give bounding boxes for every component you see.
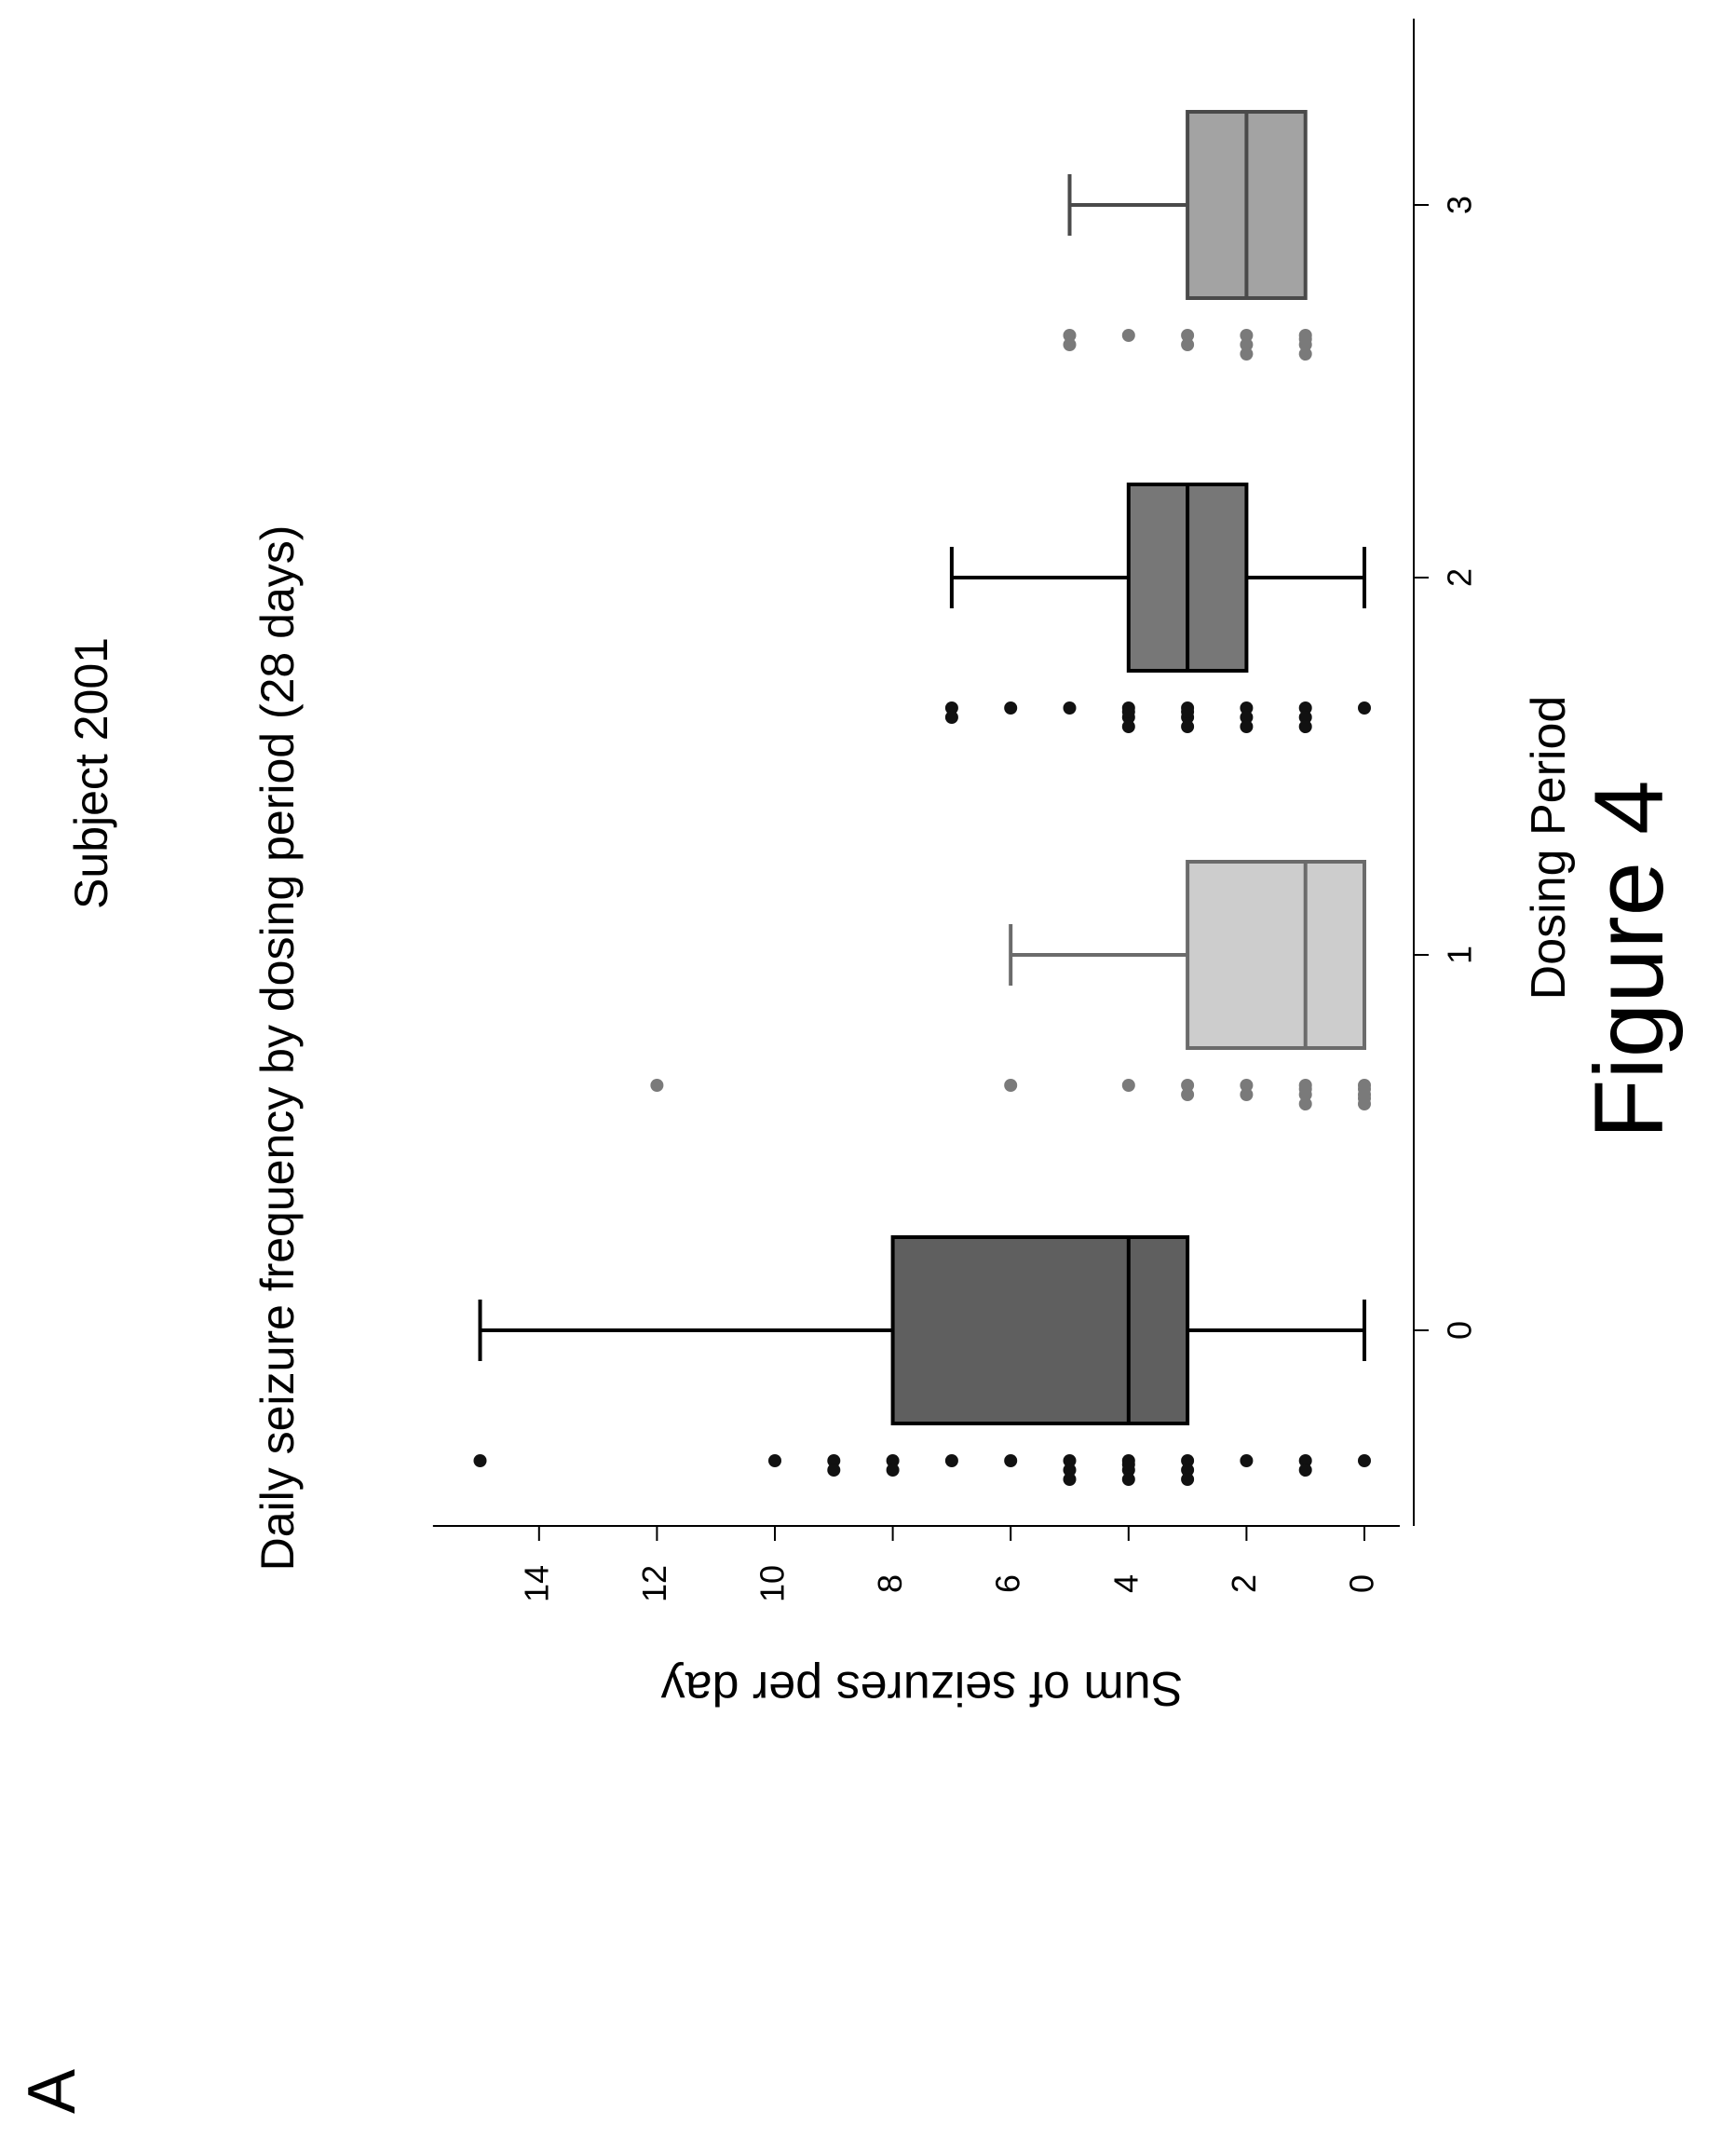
data-point <box>1063 338 1077 351</box>
data-point <box>650 1079 664 1092</box>
data-point <box>1063 1473 1077 1486</box>
y-tick-label: 6 <box>989 1574 1027 1593</box>
data-point <box>1240 1079 1254 1092</box>
panel-label: A <box>15 2069 89 2114</box>
data-point <box>1298 347 1312 361</box>
data-point <box>1298 1464 1312 1477</box>
data-point <box>944 1454 958 1467</box>
data-point <box>1358 1454 1371 1467</box>
data-point <box>1240 329 1254 342</box>
data-point <box>1121 1473 1135 1486</box>
data-point <box>1298 711 1312 724</box>
x-tick-label: 1 <box>1441 946 1479 964</box>
data-point <box>1181 720 1195 733</box>
data-point <box>768 1454 781 1467</box>
chart-subtitle: Daily seizure frequency by dosing period… <box>251 525 304 1572</box>
data-point <box>1298 333 1312 346</box>
data-point <box>1240 701 1254 715</box>
data-point <box>1298 720 1312 733</box>
data-point <box>1298 1083 1312 1096</box>
data-point <box>1298 1097 1312 1110</box>
data-point <box>944 701 958 715</box>
data-point <box>1181 1454 1195 1467</box>
figure-caption: Figure 4 <box>1575 780 1684 1138</box>
data-point <box>1181 1079 1195 1092</box>
chart-title: Subject 2001 <box>65 637 117 909</box>
data-point <box>1121 329 1135 342</box>
data-point <box>1181 329 1195 342</box>
y-tick-label: 12 <box>635 1565 673 1602</box>
box-iqr <box>890 1235 1190 1425</box>
data-point <box>1240 1088 1254 1101</box>
data-point <box>1358 701 1371 715</box>
data-point <box>827 1464 841 1477</box>
data-point <box>1181 338 1195 351</box>
y-tick-label: 8 <box>871 1574 909 1593</box>
data-point <box>827 1454 841 1467</box>
data-point <box>1121 1079 1135 1092</box>
box-iqr <box>1186 860 1366 1050</box>
y-tick-label: 2 <box>1225 1574 1263 1593</box>
y-tick-label: 10 <box>753 1565 792 1602</box>
x-tick-label: 2 <box>1441 568 1479 587</box>
data-point <box>1181 1473 1195 1486</box>
data-point <box>1063 1454 1077 1467</box>
data-point <box>473 1454 487 1467</box>
data-point <box>886 1464 900 1477</box>
data-point <box>1358 1092 1371 1105</box>
data-point <box>1240 720 1254 733</box>
data-point <box>1121 1458 1135 1471</box>
data-point <box>1298 701 1312 715</box>
y-tick-label: 0 <box>1343 1574 1381 1593</box>
data-point <box>1004 701 1018 715</box>
data-point <box>1121 720 1135 733</box>
data-point <box>1181 705 1195 718</box>
data-point <box>944 711 958 724</box>
data-point <box>1181 1088 1195 1101</box>
data-point <box>886 1454 900 1467</box>
x-tick-label: 3 <box>1441 196 1479 214</box>
data-point <box>1004 1079 1018 1092</box>
data-point <box>1121 705 1135 718</box>
y-tick-label: 4 <box>1106 1574 1145 1593</box>
data-point <box>1004 1454 1018 1467</box>
x-tick-label: 0 <box>1441 1321 1479 1340</box>
data-point <box>1240 338 1254 351</box>
y-axis-title: Sum of seizures per day <box>661 1661 1184 1715</box>
data-point <box>1063 1464 1077 1477</box>
y-tick-label: 14 <box>517 1565 555 1602</box>
data-point <box>1240 711 1254 724</box>
x-axis-title: Dosing Period <box>1522 696 1576 1001</box>
data-point <box>1063 701 1077 715</box>
data-point <box>1240 1454 1254 1467</box>
data-point <box>1063 329 1077 342</box>
data-point <box>1358 1083 1371 1096</box>
data-point <box>1240 347 1254 361</box>
data-point <box>1181 1464 1195 1477</box>
data-point <box>1298 1454 1312 1467</box>
